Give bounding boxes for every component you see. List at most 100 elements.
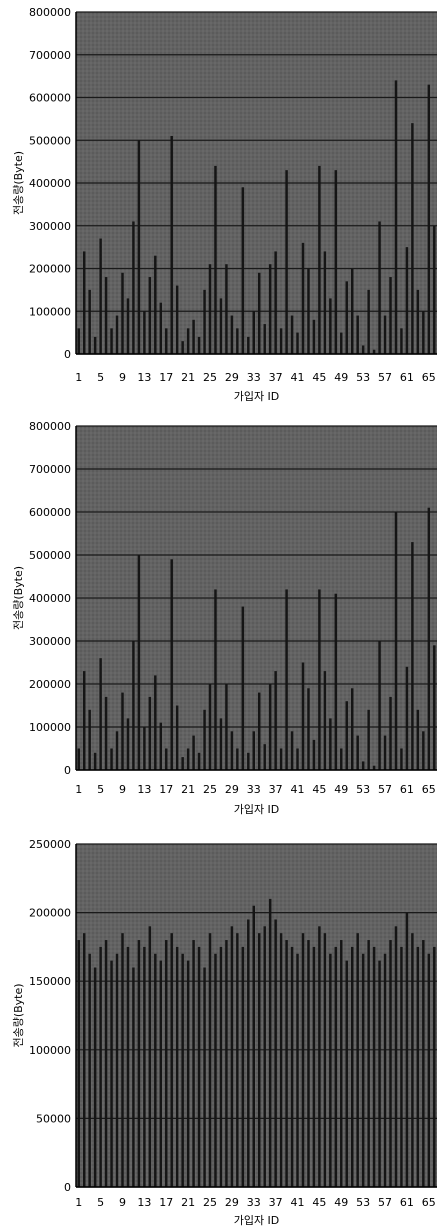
y-tick-label-0: 0 <box>64 348 71 361</box>
bar-62 <box>411 542 414 770</box>
x-tick-label-3: 13 <box>137 371 151 384</box>
bar-61 <box>405 247 409 354</box>
x-tick-label-10: 41 <box>291 371 305 384</box>
bar-61 <box>405 666 409 770</box>
bar-1 <box>77 328 80 354</box>
chart-panel-1: 0 100000 200000 300000 400000 500000 600000 700… <box>12 6 437 403</box>
plot-area <box>76 844 437 1187</box>
bar-43 <box>307 688 310 770</box>
bar-26 <box>214 953 217 1187</box>
bar-7 <box>110 748 113 770</box>
bar-13 <box>143 311 146 354</box>
y-tick-label-5: 250000 <box>29 838 71 851</box>
x-tick-label-3: 13 <box>137 783 151 796</box>
bar-52 <box>356 315 359 354</box>
bar-51 <box>350 268 354 354</box>
y-tick-label-5: 500000 <box>29 549 71 562</box>
bar-52 <box>356 735 359 770</box>
y-tick-label-0: 0 <box>64 1181 71 1194</box>
x-tick-label-6: 25 <box>203 783 217 796</box>
x-tick-label-11: 45 <box>312 783 326 796</box>
bar-12 <box>137 555 141 770</box>
x-tick-label-7: 29 <box>225 371 239 384</box>
bar-36 <box>268 898 272 1187</box>
bar-44 <box>312 946 316 1187</box>
bar-41 <box>296 332 299 354</box>
bar-27 <box>219 718 223 770</box>
y-tick-label-2: 200000 <box>29 678 71 691</box>
bar-2 <box>82 933 86 1187</box>
bar-33 <box>252 311 255 354</box>
bar-20 <box>181 341 184 354</box>
y-tick-label-1: 100000 <box>29 305 71 318</box>
bar-53 <box>361 761 365 770</box>
x-tick-label-5: 21 <box>181 371 195 384</box>
bar-3 <box>88 289 91 354</box>
bar-52 <box>356 933 359 1187</box>
bar-21 <box>186 960 190 1187</box>
x-tick-label-6: 25 <box>203 371 217 384</box>
bar-1 <box>77 748 80 770</box>
bar-14 <box>148 277 152 354</box>
x-tick-label-1: 5 <box>97 371 104 384</box>
bar-19 <box>175 285 179 354</box>
x-tick-label-10: 41 <box>291 1196 305 1209</box>
bar-4 <box>93 752 97 770</box>
y-tick-label-4: 400000 <box>29 177 71 190</box>
x-tick-label-8: 33 <box>247 371 261 384</box>
bar-6 <box>104 940 108 1187</box>
x-tick-label-11: 45 <box>312 371 326 384</box>
bar-48 <box>334 593 338 770</box>
x-tick-label-4: 17 <box>159 371 173 384</box>
bar-36 <box>268 684 272 770</box>
bar-39 <box>285 940 288 1187</box>
bar-40 <box>290 946 294 1187</box>
bar-10 <box>126 298 130 354</box>
x-tick-label-5: 21 <box>181 783 195 796</box>
x-tick-label-4: 17 <box>159 783 173 796</box>
bar-30 <box>236 933 239 1187</box>
bar-6 <box>104 696 108 770</box>
y-tick-label-2: 100000 <box>29 1044 71 1057</box>
bar-57 <box>383 735 387 770</box>
bar-4 <box>93 336 97 354</box>
bar-5 <box>99 658 102 770</box>
y-axis-title: 전송량(Byte) <box>12 151 25 215</box>
bar-13 <box>143 727 146 770</box>
bar-60 <box>400 328 403 354</box>
bar-31 <box>241 946 245 1187</box>
x-tick-label-5: 21 <box>181 1196 195 1209</box>
bar-31 <box>241 606 245 770</box>
bar-15 <box>154 675 157 770</box>
y-tick-label-8: 800000 <box>29 6 71 19</box>
x-tick-label-0: 1 <box>75 1196 82 1209</box>
bar-58 <box>389 696 392 770</box>
bar-37 <box>274 251 277 354</box>
bar-28 <box>225 940 228 1187</box>
x-axis-title: 가입자 ID <box>234 390 280 403</box>
bar-66 <box>433 946 436 1187</box>
x-tick-label-7: 29 <box>225 783 239 796</box>
y-tick-label-3: 300000 <box>29 635 71 648</box>
bar-51 <box>350 688 354 770</box>
bar-15 <box>154 953 157 1187</box>
y-tick-label-6: 600000 <box>29 92 71 105</box>
x-tick-label-14: 57 <box>378 1196 392 1209</box>
bar-19 <box>175 705 179 770</box>
bar-24 <box>203 967 206 1187</box>
chart-panel-3: 0 50000 100000 150000 200000 250000 1 5 9 13 17 21 2… <box>12 838 437 1227</box>
x-tick-label-6: 25 <box>203 1196 217 1209</box>
bar-39 <box>285 170 288 354</box>
bar-56 <box>378 221 381 354</box>
bar-40 <box>290 315 294 354</box>
x-tick-label-15: 61 <box>400 783 414 796</box>
bar-16 <box>159 722 163 770</box>
bar-33 <box>252 905 255 1187</box>
bar-17 <box>165 328 168 354</box>
x-tick-label-8: 33 <box>247 783 261 796</box>
bar-58 <box>389 277 392 354</box>
bar-26 <box>214 589 217 770</box>
bar-42 <box>301 662 305 770</box>
bar-23 <box>197 946 201 1187</box>
